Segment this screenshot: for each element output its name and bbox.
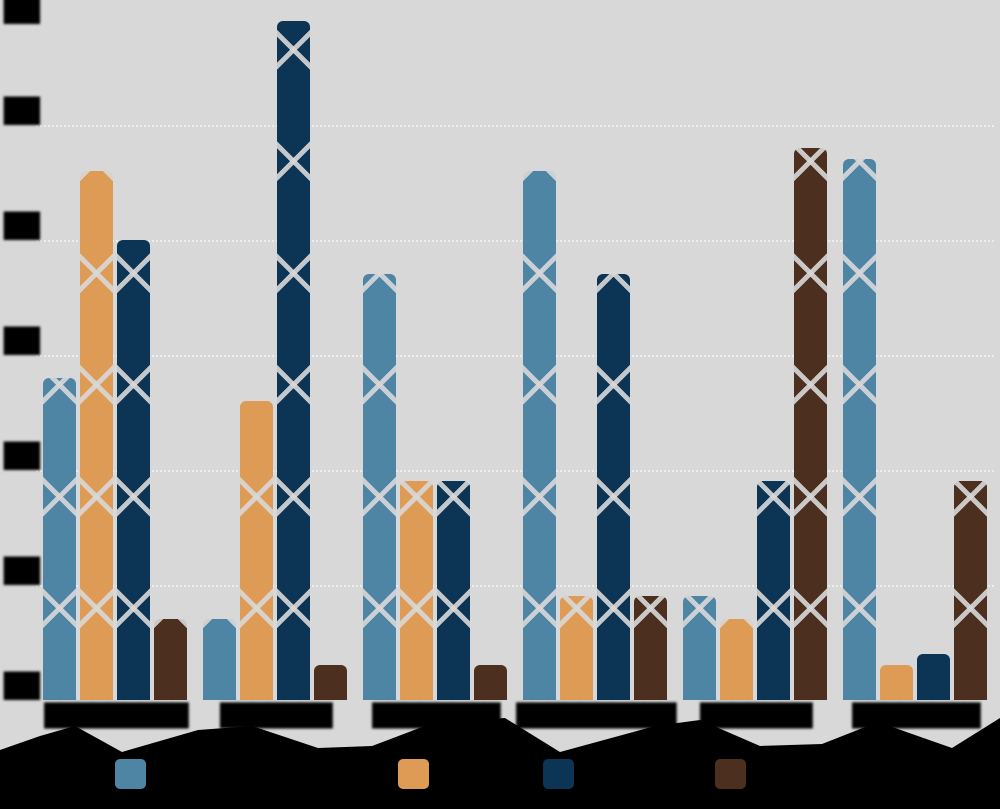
bar-series4-group4 <box>634 596 667 700</box>
y-tick-label-10: ██ <box>4 442 40 470</box>
bar-series1-group5 <box>683 596 716 700</box>
bar-series2-group6 <box>880 665 913 700</box>
bar-series3-group2 <box>277 21 310 700</box>
legend-swatch-2 <box>398 759 429 789</box>
bar-series3-group6 <box>917 654 950 700</box>
legend-swatch-1 <box>115 759 146 789</box>
legend-label-3: ██████████ <box>582 761 742 786</box>
bar-series4-group2 <box>314 665 347 700</box>
bar-series2-group2 <box>240 401 273 700</box>
bar-series2-group3 <box>400 481 433 700</box>
bar-series3-group1 <box>117 240 150 700</box>
y-tick-label-5: ██ <box>4 557 40 585</box>
bar-series1-group2 <box>203 619 236 700</box>
bar-series4-group6 <box>954 481 987 700</box>
legend-item-1: ███████████████ <box>115 758 394 790</box>
x-category-label-1: █████████ <box>44 704 188 729</box>
bar-series4-group5 <box>794 148 827 700</box>
legend-label-1: ███████████████ <box>154 761 394 786</box>
legend: ███████████████ ████████ ██████████ ███████… <box>0 758 1000 802</box>
y-tick-label-30: ██ <box>4 0 40 24</box>
y-tick-label-20: ██ <box>4 212 40 240</box>
legend-label-2: ████████ <box>437 761 565 786</box>
legend-label-4: ███████████ <box>754 761 930 786</box>
bar-series1-group3 <box>363 274 396 700</box>
x-category-label-2: ███████ <box>220 704 332 729</box>
y-tick-label-0: ██ <box>4 672 40 700</box>
gridline-y-5 <box>36 585 994 587</box>
legend-item-4: ███████████ <box>715 758 930 790</box>
bar-series4-group1 <box>154 619 187 700</box>
gridline-y-10 <box>36 470 994 472</box>
bar-series2-group5 <box>720 619 753 700</box>
bar-series1-group6 <box>843 159 876 700</box>
bar-series3-group5 <box>757 481 790 700</box>
bar-series2-group4 <box>560 596 593 700</box>
y-tick-label-25: ██ <box>4 97 40 125</box>
bar-series2-group1 <box>80 171 113 700</box>
x-category-label-4: ██████████ <box>516 704 676 729</box>
gridline-y-25 <box>36 125 994 127</box>
x-category-label-5: ███████ <box>700 704 812 729</box>
bar-series1-group4 <box>523 171 556 700</box>
y-tick-label-15: ██ <box>4 327 40 355</box>
gridline-y-20 <box>36 240 994 242</box>
bar-series4-group3 <box>474 665 507 700</box>
x-category-label-6: ████████ <box>852 704 980 729</box>
x-category-label-3: ████████ <box>372 704 500 729</box>
legend-item-3: ██████████ <box>543 758 742 790</box>
bar-series3-group3 <box>437 481 470 700</box>
bar-series1-group1 <box>43 378 76 700</box>
legend-item-2: ████████ <box>398 758 565 790</box>
legend-swatch-4 <box>715 759 746 789</box>
bar-series3-group4 <box>597 274 630 700</box>
gridline-y-15 <box>36 355 994 357</box>
legend-swatch-3 <box>543 759 574 789</box>
